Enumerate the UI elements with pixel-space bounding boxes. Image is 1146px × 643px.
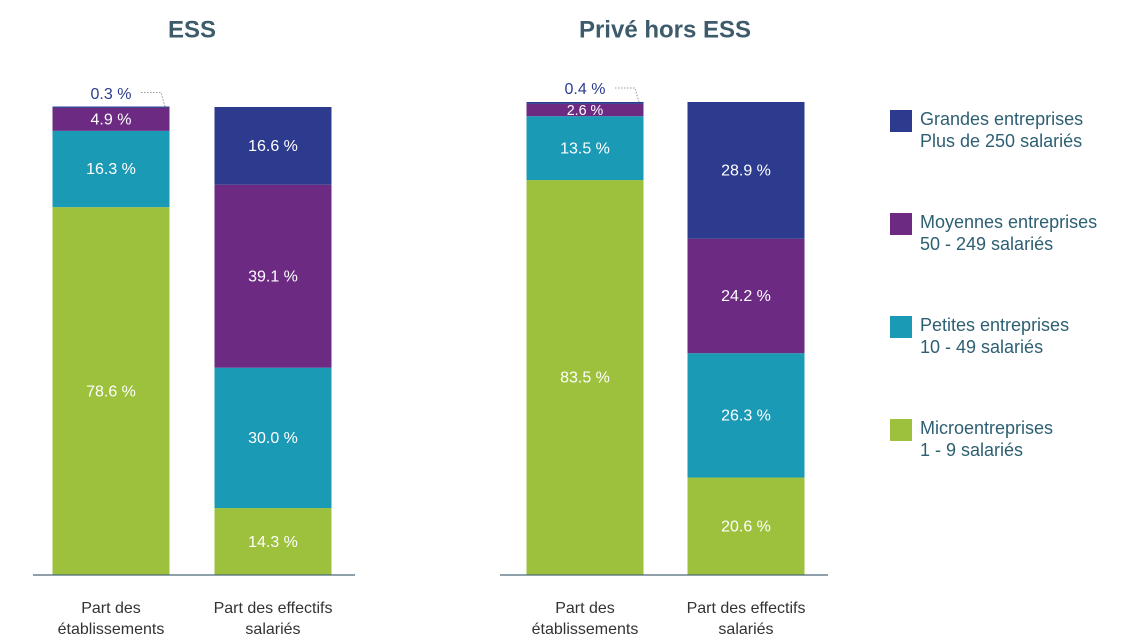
bar-segment [214, 184, 332, 368]
data-label: 16.3 % [86, 161, 136, 178]
bar-segment [214, 508, 332, 575]
bar-segment [687, 477, 805, 575]
bar-segment [52, 207, 170, 576]
leader-line [141, 92, 166, 107]
chart-title: Privé hors ESS [579, 16, 751, 43]
bar-segment [526, 102, 644, 104]
bar-segment [214, 367, 332, 509]
x-tick-label: Part des effectifs salariés [686, 600, 806, 638]
legend-swatch [890, 316, 912, 338]
data-label: 78.6 % [86, 383, 136, 400]
data-label: 30.0 % [248, 430, 298, 447]
legend-label: Petites entreprises 10 - 49 salariés [920, 315, 1070, 357]
data-label: 28.9 % [721, 163, 771, 180]
leader-line [615, 87, 640, 103]
data-label: 20.6 % [721, 518, 771, 535]
data-label: 24.2 % [721, 288, 771, 305]
legend-label: Moyennes entreprises 50 - 249 salariés [920, 212, 1098, 254]
data-label: 4.9 % [91, 112, 132, 129]
data-label: 39.1 % [248, 268, 298, 285]
bar-segment [687, 102, 805, 239]
bar-segment [526, 116, 644, 181]
bar-segment [214, 107, 332, 185]
legend-label: Microentreprises 1 - 9 salariés [920, 418, 1054, 460]
bar-segment [52, 106, 170, 108]
data-label: 83.5 % [560, 370, 610, 387]
bar-segment [526, 180, 644, 576]
bar-segment [526, 103, 644, 117]
x-tick-label: Part des effectifs salariés [213, 600, 333, 638]
data-label: 13.5 % [560, 140, 610, 157]
legend-swatch [890, 419, 912, 441]
legend-label: Grandes entreprises Plus de 250 salariés [920, 109, 1084, 151]
x-tick-label: Part des établissements [57, 600, 165, 638]
bar-segment [52, 130, 170, 208]
data-label: 2.6 % [567, 103, 604, 119]
data-label: 0.4 % [565, 81, 606, 98]
data-label: 14.3 % [248, 534, 298, 551]
legend-swatch [890, 110, 912, 132]
bar-segment [687, 238, 805, 354]
bar-segment [52, 107, 170, 131]
x-tick-label: Part des établissements [531, 600, 639, 638]
data-label: 0.3 % [91, 86, 132, 103]
data-label: 26.3 % [721, 408, 771, 425]
legend-swatch [890, 213, 912, 235]
data-label: 16.6 % [248, 138, 298, 155]
chart-title: ESS [168, 16, 216, 43]
bar-segment [687, 353, 805, 478]
